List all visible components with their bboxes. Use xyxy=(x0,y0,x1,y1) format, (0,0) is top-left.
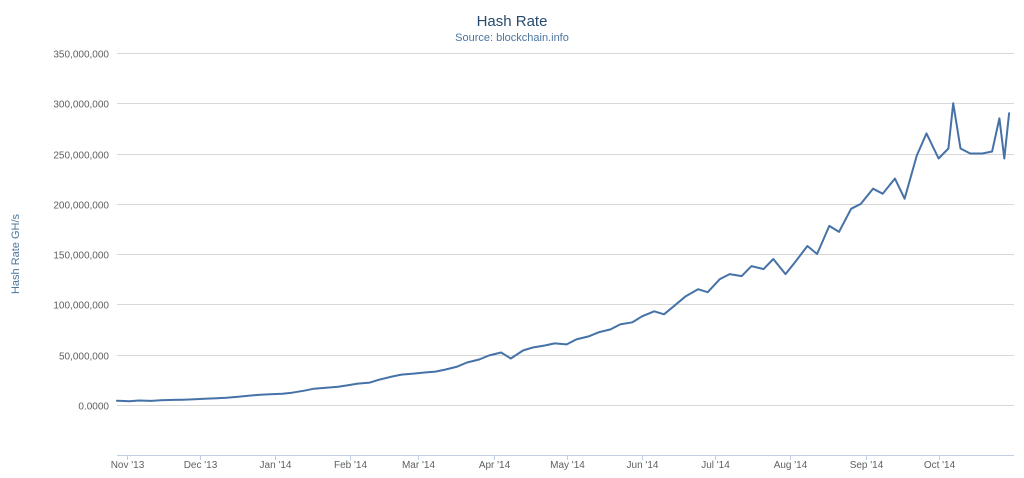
y-tick-label: 0.0000 xyxy=(78,402,109,413)
x-tick-label: Jun '14 xyxy=(627,460,659,471)
x-tick-label: Feb '14 xyxy=(334,460,367,471)
x-tick-label: Oct '14 xyxy=(924,460,956,471)
grid-lines xyxy=(117,53,1014,406)
y-tick-label: 250,000,000 xyxy=(53,151,109,162)
axes: 0.0000 50,000,000 100,000,000 150,000,000 20… xyxy=(53,50,1014,471)
chart-subtitle: Source: blockchain.info xyxy=(455,32,569,44)
x-tick-label: Dec '13 xyxy=(184,460,218,471)
y-tick-label: 100,000,000 xyxy=(53,301,109,312)
x-tick-label: May '14 xyxy=(550,460,585,471)
chart-title: Hash Rate xyxy=(477,13,548,30)
x-tick-label: Apr '14 xyxy=(479,460,511,471)
y-tick-label: 350,000,000 xyxy=(53,50,109,61)
x-tick-label: Mar '14 xyxy=(402,460,435,471)
x-tick-label: Jan '14 xyxy=(260,460,292,471)
y-axis-label: Hash Rate GH/s xyxy=(10,213,22,294)
x-tick-label: Nov '13 xyxy=(111,460,145,471)
series-layer xyxy=(116,102,1011,403)
x-tick-label: Aug '14 xyxy=(774,460,808,471)
series-line-hash-rate xyxy=(116,102,1011,403)
x-tick-label: Jul '14 xyxy=(701,460,730,471)
x-tick-label: Sep '14 xyxy=(850,460,884,471)
y-tick-label: 300,000,000 xyxy=(53,100,109,111)
y-tick-label: 200,000,000 xyxy=(53,201,109,212)
y-tick-label: 150,000,000 xyxy=(53,251,109,262)
y-tick-label: 50,000,000 xyxy=(59,352,109,363)
